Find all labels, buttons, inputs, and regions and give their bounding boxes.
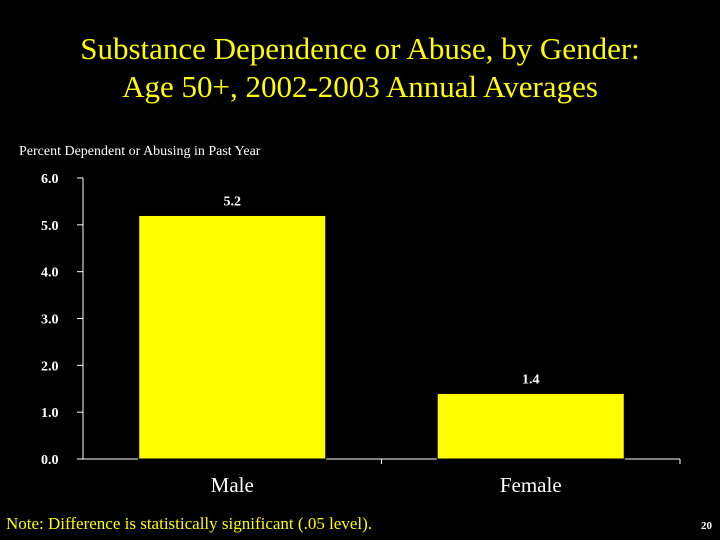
y-tick-label-2: 2.0 (41, 359, 59, 374)
x-category-label-male: Male (211, 473, 254, 497)
y-axis-title: Percent Dependent or Abusing in Past Yea… (19, 144, 261, 159)
footnote: Note: Difference is statistically signif… (6, 514, 373, 533)
page-number: 20 (701, 520, 712, 532)
y-tick-label-1: 1.0 (41, 406, 59, 421)
title-line-1: Substance Dependence or Abuse, by Gender… (80, 31, 640, 66)
data-label-female: 1.4 (522, 372, 540, 387)
plot-area: 0.0 1.0 2.0 3.0 4.0 5.0 6.0 5.2 Male 1.4 Female (41, 172, 681, 497)
bar-male (138, 214, 327, 460)
slide-title: Substance Dependence or Abuse, by Gender… (0, 30, 720, 106)
y-tick-label-5: 5.0 (41, 219, 59, 234)
x-category-label-female: Female (500, 473, 562, 497)
bar-female (436, 392, 625, 460)
y-tick-label-4: 4.0 (41, 266, 59, 281)
y-tick-label-3: 3.0 (41, 313, 59, 328)
y-tick-label-0: 0.0 (41, 453, 59, 468)
y-tick-label-6: 6.0 (41, 172, 59, 187)
title-line-2: Age 50+, 2002-2003 Annual Averages (122, 69, 598, 104)
data-label-male: 5.2 (224, 194, 242, 209)
